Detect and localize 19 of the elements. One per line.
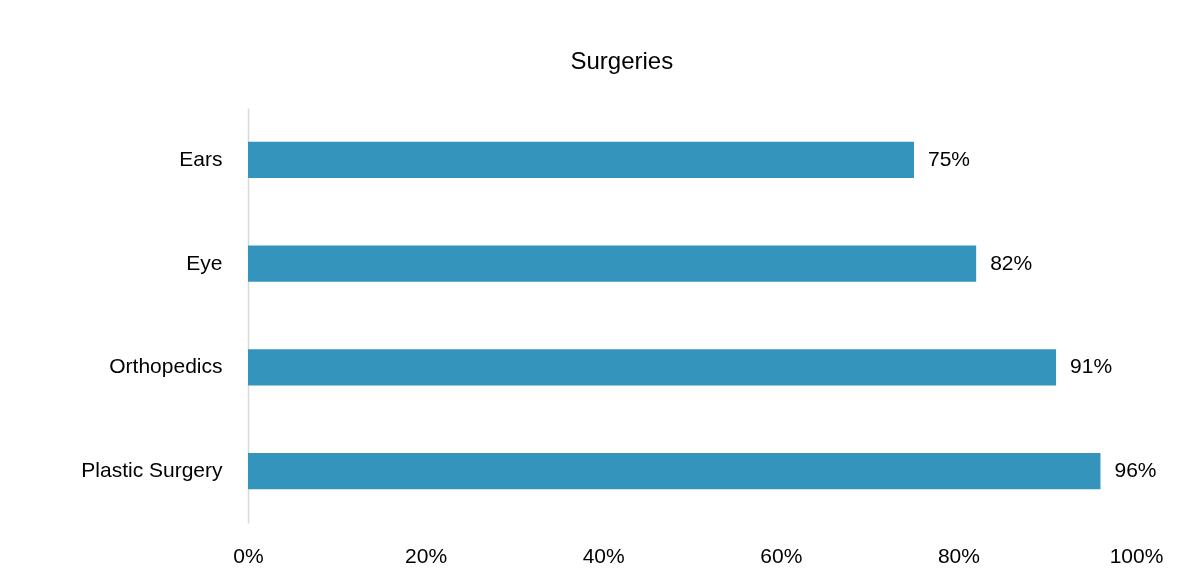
x-tick-label: 100% (1109, 543, 1164, 567)
x-tick-label: 60% (760, 543, 803, 567)
data-label: 75% (928, 146, 971, 170)
data-label: 91% (1070, 354, 1113, 378)
chart-title: Surgeries (570, 47, 674, 74)
bar (248, 349, 1057, 386)
y-tick-label: Plastic Surgery (81, 458, 223, 482)
data-label: 96% (1114, 458, 1157, 482)
y-tick-label: Orthopedics (109, 354, 223, 378)
bar (248, 452, 1101, 490)
y-tick-label: Eye (186, 250, 223, 274)
bar (248, 245, 977, 282)
x-tick-label: 40% (582, 543, 625, 567)
x-tick-label: 0% (233, 543, 264, 567)
bar (248, 141, 914, 179)
y-tick-label: Ears (179, 146, 223, 170)
x-tick-label: 80% (937, 543, 980, 567)
x-tick-label: 20% (405, 543, 448, 567)
data-label: 82% (990, 250, 1033, 274)
